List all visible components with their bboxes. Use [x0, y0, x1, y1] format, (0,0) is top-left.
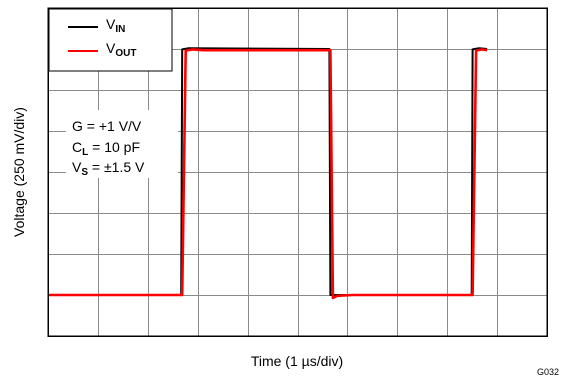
annotation-supply-sub: S	[81, 167, 88, 178]
annotation-gain-main: G = +1 V/V	[72, 118, 142, 134]
figure-id: G032	[537, 367, 559, 377]
annotation-load-sub: L	[82, 147, 88, 158]
y-axis-label: Voltage (250 mV/div)	[11, 107, 27, 237]
annotation-load-main: C	[72, 139, 82, 155]
annotation-load-rest: = 10 pF	[88, 139, 140, 155]
series-line-vout	[48, 48, 488, 300]
annotation-supply-main: V	[72, 159, 82, 175]
annotations: G = +1 V/V CL = 10 pF VS = ±1.5 V	[66, 110, 178, 178]
annotation-load-capacitance: CL = 10 pF	[72, 139, 140, 158]
annotation-supply-voltage: VS = ±1.5 V	[72, 159, 145, 178]
annotation-supply-rest: = ±1.5 V	[88, 159, 145, 175]
legend-label-vout-main: V	[106, 40, 116, 56]
legend: VIN VOUT	[48, 8, 173, 72]
legend-label-vin-sub: IN	[115, 24, 125, 35]
series-layer	[48, 47, 488, 300]
legend-label-vin: VIN	[106, 16, 125, 35]
x-axis-label: Time (1 µs/div)	[251, 353, 343, 369]
series-line-vin	[48, 47, 488, 296]
legend-box	[48, 8, 173, 72]
annotation-gain: G = +1 V/V	[72, 118, 142, 134]
legend-label-vin-main: V	[106, 16, 116, 32]
annotation-box	[66, 110, 178, 178]
legend-label-vout-sub: OUT	[115, 48, 136, 59]
legend-label-vout: VOUT	[106, 40, 136, 59]
plot-frame	[47, 7, 548, 337]
